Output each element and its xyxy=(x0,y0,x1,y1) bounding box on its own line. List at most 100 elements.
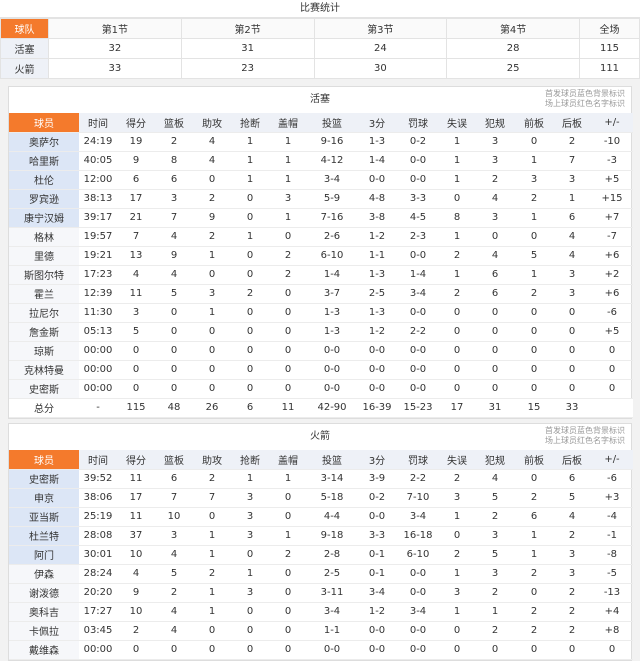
stat-cell: 0 xyxy=(193,360,231,380)
stat-cell: 7 xyxy=(155,488,193,508)
stat-cell: +8 xyxy=(591,621,633,641)
stat-cell: 1-1 xyxy=(307,621,357,641)
stat-cell: 0 xyxy=(269,507,307,527)
stat-cell: 0 xyxy=(475,322,515,342)
stat-cell: 40:05 xyxy=(79,151,117,171)
stat-cell: 0-0 xyxy=(397,379,439,399)
stat-cell: 0 xyxy=(515,469,553,489)
stat-cell: 3 xyxy=(231,507,269,527)
stat-cell: 0 xyxy=(515,303,553,323)
stat-cell: 0 xyxy=(515,132,553,152)
column-header: 时间 xyxy=(79,450,117,470)
stat-cell: 0 xyxy=(117,640,155,660)
stat-cell: 3-7 xyxy=(307,284,357,304)
player-row: 罗宾逊 38:13 17 3 2 0 3 5-9 4-8 3-3 0 4 2 1 +15 xyxy=(9,189,633,209)
stat-cell: 0-0 xyxy=(357,621,397,641)
stat-cell: 3-9 xyxy=(357,469,397,489)
stat-cell: 5 xyxy=(155,284,193,304)
stat-cell: 4 xyxy=(117,265,155,285)
stat-cell: 4 xyxy=(475,469,515,489)
player-row: 霍兰 12:39 11 5 3 2 0 3-7 2-5 3-4 2 6 2 3 +6 xyxy=(9,284,633,304)
stat-cell: 2-2 xyxy=(397,469,439,489)
stat-cell: 3 xyxy=(553,564,591,584)
player-row: 史密斯 39:52 11 6 2 1 1 3-14 3-9 2-2 2 4 0 6 -6 xyxy=(9,469,633,489)
stat-cell: 2 xyxy=(553,602,591,622)
total-cell: 11 xyxy=(269,398,307,418)
player-name: 霍兰 xyxy=(9,284,79,304)
team-stats-panel-2: 火箭 首发球员蓝色背景标识 场上球员红色名字标识 球员 时间 得分 篮板 助攻 抢断 盖帽投… xyxy=(8,423,633,661)
stat-cell: 6 xyxy=(117,170,155,190)
column-header: 后板 xyxy=(553,450,591,470)
stat-cell: 2 xyxy=(117,621,155,641)
stat-cell: 4-4 xyxy=(307,507,357,527)
stat-cell: 0-0 xyxy=(397,341,439,361)
player-name: 詹金斯 xyxy=(9,322,79,342)
stat-cell: 2 xyxy=(515,284,553,304)
stat-cell: 7 xyxy=(193,488,231,508)
stat-cell: 0 xyxy=(117,379,155,399)
player-name: 申京 xyxy=(9,488,79,508)
stat-cell: 1-4 xyxy=(397,265,439,285)
stat-cell: 0 xyxy=(231,621,269,641)
total-cell: 115 xyxy=(117,398,155,418)
team-cell: 火箭 xyxy=(0,58,49,79)
stat-cell: 0-0 xyxy=(397,246,439,266)
stat-cell: 4-8 xyxy=(357,189,397,209)
stat-cell: 2 xyxy=(439,545,475,565)
stat-cell: 2 xyxy=(475,621,515,641)
stat-cell: 2 xyxy=(439,469,475,489)
stat-cell: 17:23 xyxy=(79,265,117,285)
stat-cell: +3 xyxy=(591,488,633,508)
stat-cell: 24:19 xyxy=(79,132,117,152)
stat-cell: 0 xyxy=(553,303,591,323)
stat-cell: 00:00 xyxy=(79,341,117,361)
column-header: 得分 xyxy=(117,450,155,470)
stat-cell: 3 xyxy=(231,488,269,508)
score-header-cell: 球队 xyxy=(0,18,49,39)
column-header: 球员 xyxy=(9,450,79,470)
stat-cell: 1 xyxy=(231,469,269,489)
stat-cell: 3-14 xyxy=(307,469,357,489)
score-cell: 28 xyxy=(446,38,580,59)
column-header: 3分 xyxy=(357,113,397,133)
stat-cell: 11:30 xyxy=(79,303,117,323)
stat-cell: 0-0 xyxy=(397,170,439,190)
stat-cell: 37 xyxy=(117,526,155,546)
score-cell: 33 xyxy=(48,58,182,79)
stat-cell: -3 xyxy=(591,151,633,171)
player-name: 卡佩拉 xyxy=(9,621,79,641)
column-header: 得分 xyxy=(117,113,155,133)
stat-cell: 6 xyxy=(553,208,591,228)
column-header: 3分 xyxy=(357,450,397,470)
stat-cell: 6-10 xyxy=(397,545,439,565)
stat-cell: 5 xyxy=(155,564,193,584)
stat-cell: -1 xyxy=(591,526,633,546)
stat-cell: 3 xyxy=(553,265,591,285)
stat-cell: 11 xyxy=(117,284,155,304)
player-row: 申京 38:06 17 7 7 3 0 5-18 0-2 7-10 3 5 2 5 +3 xyxy=(9,488,633,508)
team-name-label: 火箭 xyxy=(310,431,330,442)
stat-cell: 3-3 xyxy=(397,189,439,209)
stat-cell: 0 xyxy=(553,360,591,380)
stat-cell: -7 xyxy=(591,227,633,247)
player-row: 谢泼德 20:20 9 2 1 3 0 3-11 3-4 0-0 3 2 0 2 -13 xyxy=(9,583,633,603)
player-name: 戴维森 xyxy=(9,640,79,660)
stat-cell: 2 xyxy=(553,526,591,546)
stat-cell: 0 xyxy=(515,379,553,399)
stat-cell: 0 xyxy=(193,170,231,190)
player-row: 史密斯 00:00 0 0 0 0 0 0-0 0-0 0-0 0 0 0 0 0 xyxy=(9,379,633,399)
stat-cell: 3-4 xyxy=(397,507,439,527)
stat-cell: 19:21 xyxy=(79,246,117,266)
stat-cell: 2 xyxy=(439,284,475,304)
stat-cell: 4 xyxy=(553,227,591,247)
stat-cell: 1 xyxy=(439,151,475,171)
player-stats-table: 球员 时间 得分 篮板 助攻 抢断 盖帽 投篮 3分 罚球 失误 犯规 前板 后板 +/- 奥萨尔 24:19… xyxy=(9,113,633,418)
stat-cell: 0 xyxy=(269,564,307,584)
stat-cell: 6 xyxy=(155,469,193,489)
player-name: 格林 xyxy=(9,227,79,247)
stat-cell: 3 xyxy=(269,189,307,209)
player-row: 奥萨尔 24:19 19 2 4 1 1 9-16 1-3 0-2 1 3 0 2 -10 xyxy=(9,132,633,152)
stat-cell: 1 xyxy=(439,564,475,584)
stat-cell: 1 xyxy=(439,227,475,247)
legend-note: 首发球员蓝色背景标识 场上球员红色名字标识 xyxy=(545,426,625,445)
